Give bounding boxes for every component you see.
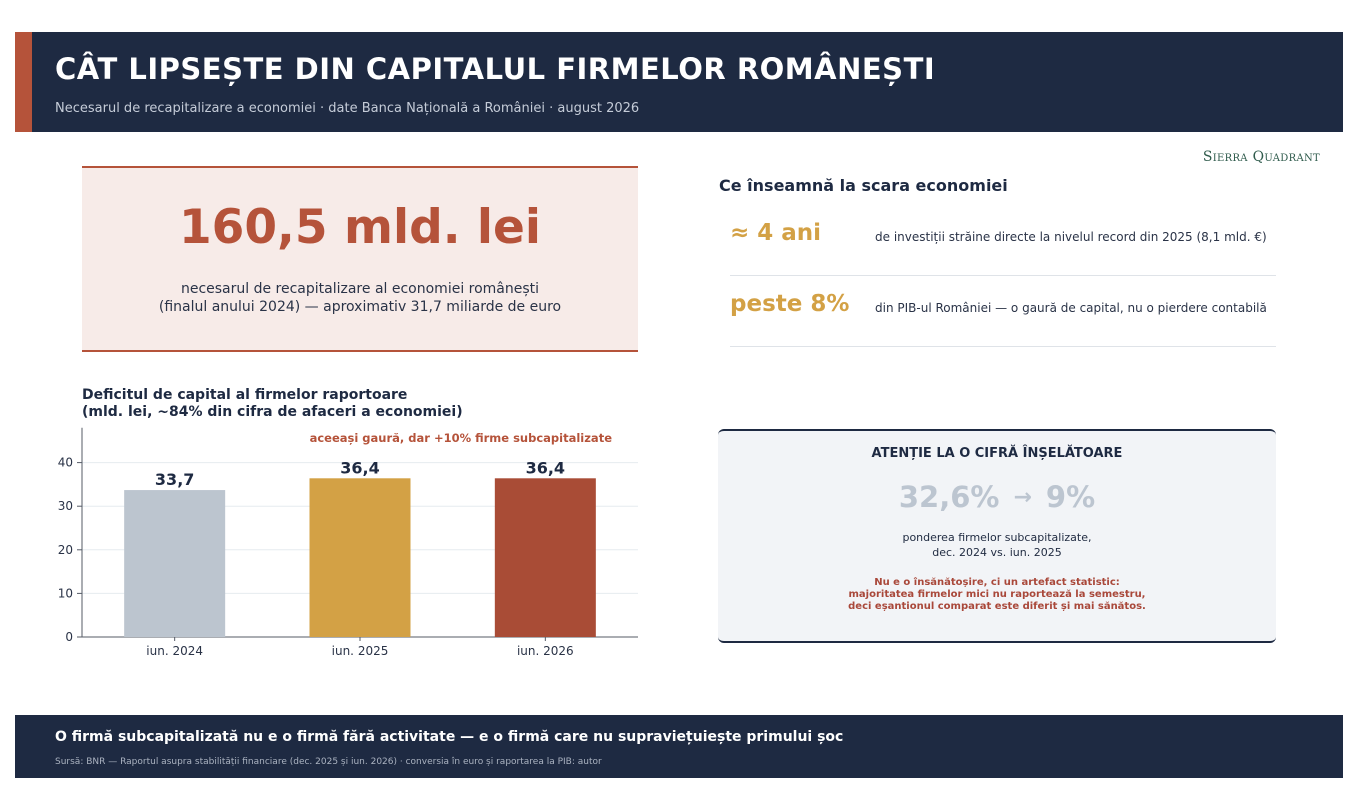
hero-description-line: necesarul de recapitalizare al economiei… [180,281,540,297]
hero-description-line: (finalul anului 2024) — aproximativ 31,7… [158,299,562,315]
warning-description: ponderea firmelor subcapitalizate, dec. … [718,530,1276,560]
bar [309,478,411,637]
chart-annotation: aceeași gaură, dar +10% firme subcapital… [310,431,613,445]
warning-note-line: deci eșantionul comparat este diferit și… [848,601,1146,612]
warning-description-line: dec. 2024 vs. iun. 2025 [932,546,1062,559]
x-tick-label: iun. 2025 [332,644,389,658]
warning-note: Nu e o însănătoșire, ci un artefact stat… [718,577,1276,613]
page-subtitle: Necesarul de recapitalizare a economiei … [55,101,640,116]
bar-value-label: 33,7 [155,470,194,489]
economy-row-text: de investiții străine directe la nivelul… [875,230,1267,244]
economy-row-value: ≈ 4 ani [730,220,822,246]
hero-value: 160,5 mld. lei [178,200,542,255]
economy-row-value: peste 8% [730,291,850,317]
warning-card: ATENȚIE LA O CIFRĂ ÎNȘELĂTOARE 32,6% → 9% … [718,429,1276,643]
x-tick-label: iun. 2024 [146,644,203,658]
x-tick-label: iun. 2026 [517,644,574,658]
page-title: CÂT LIPSEȘTE DIN CAPITALUL FIRMELOR ROMÂ… [55,52,936,86]
footer-source: Sursă: BNR — Raportul asupra stabilități… [55,757,602,767]
brand-logo: Sierra Quadrant [1202,149,1320,165]
warning-numbers: 32,6% → 9% [718,480,1276,514]
warning-value-to: 9% [1045,480,1096,514]
y-tick-label: 10 [58,586,73,600]
economy-heading: Ce înseamnă la scara economiei [719,176,1008,195]
hero-description: necesarul de recapitalizare al economiei… [82,280,638,316]
bar-value-label: 36,4 [340,458,379,477]
y-tick-label: 30 [58,499,73,513]
y-tick-label: 40 [58,456,73,470]
hero-card: 160,5 mld. lei necesarul de recapitaliza… [82,166,638,352]
header-banner: CÂT LIPSEȘTE DIN CAPITALUL FIRMELOR ROMÂ… [15,32,1343,132]
footer-tagline: O firmă subcapitalizată nu e o firmă făr… [55,729,844,745]
footer-banner: O firmă subcapitalizată nu e o firmă făr… [15,715,1343,778]
bar-value-label: 36,4 [526,458,565,477]
economy-row: peste 8% din PIB-ul României — o gaură d… [730,276,1276,347]
header-accent-bar [15,32,32,132]
chart-title: Deficitul de capital al firmelor raporto… [82,387,463,421]
bar-chart: 0 10 20 30 40 33,7 iun. 2024 36,4 iun. 2025 36,4 i… [58,427,638,658]
warning-description-line: ponderea firmelor subcapitalizate, [902,531,1092,544]
arrow-right-icon: → [1013,485,1032,510]
warning-note-line: majoritatea firmelor mici nu raportează … [848,589,1146,600]
economy-row-text: din PIB-ul României — o gaură de capital… [875,301,1267,315]
y-tick-label: 20 [58,543,73,557]
economy-row: ≈ 4 ani de investiții străine directe la… [730,205,1276,276]
bar [494,478,596,637]
warning-value-from: 32,6% [898,480,1000,514]
bar [124,490,226,637]
chart-title-line: (mld. lei, ~84% din cifra de afaceri a e… [82,404,463,420]
y-tick-label: 0 [65,630,73,644]
chart-title-line: Deficitul de capital al firmelor raporto… [82,387,408,403]
warning-note-line: Nu e o însănătoșire, ci un artefact stat… [874,577,1120,588]
warning-heading: ATENȚIE LA O CIFRĂ ÎNȘELĂTOARE [871,446,1123,461]
